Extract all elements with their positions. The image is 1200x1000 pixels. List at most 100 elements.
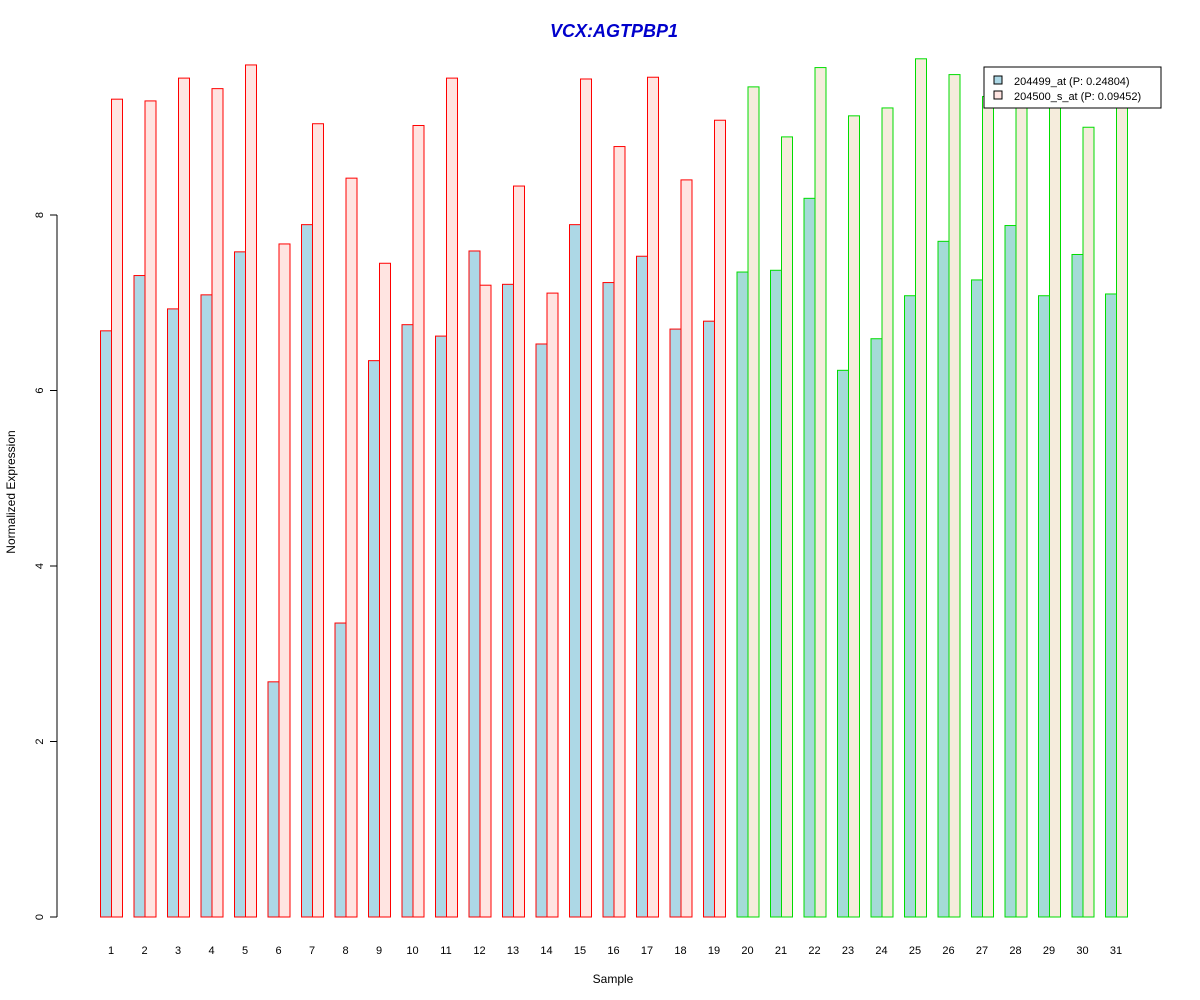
bar-series-2-sample-15 xyxy=(580,78,592,918)
bar-series-1-sample-13 xyxy=(502,283,514,918)
x-axis-tick-label: 23 xyxy=(842,945,854,957)
bar-series-2-sample-1 xyxy=(111,98,123,918)
x-axis-tick-label: 25 xyxy=(909,945,921,957)
bar-series-1-sample-27 xyxy=(971,279,983,918)
bar-series-1-sample-5 xyxy=(234,251,246,918)
x-axis-tick-labels: 1 2 3 4 5 6 7 8 9 10 11 12 13 14 15 16 17 18 19 20 21 22 23 24 2… xyxy=(108,945,1122,957)
x-axis-tick-label: 24 xyxy=(875,945,887,957)
bar-series-1-sample-30 xyxy=(1071,253,1084,918)
bar-series-2-sample-3 xyxy=(178,77,190,918)
bar-series-2-sample-30 xyxy=(1082,126,1095,918)
bar-series-1-sample-9 xyxy=(368,360,380,918)
bar-series-2-sample-21 xyxy=(781,136,793,918)
bar-series-2-sample-18 xyxy=(680,179,693,918)
bars-layer xyxy=(100,58,1128,918)
x-axis-tick-label: 31 xyxy=(1110,945,1122,957)
x-axis-tick-label: 30 xyxy=(1076,945,1088,957)
bar-series-1-sample-4 xyxy=(200,294,213,918)
y-axis-label: Normalized Expression xyxy=(4,430,18,553)
chart-title: VCX:AGTPBP1 xyxy=(550,21,678,41)
x-axis-tick-label: 4 xyxy=(208,945,214,957)
bar-series-1-sample-19 xyxy=(703,320,715,918)
bar-series-2-sample-13 xyxy=(513,185,525,918)
x-axis-tick-label: 20 xyxy=(741,945,753,957)
y-axis: 0 2 4 6 8 xyxy=(34,212,58,920)
bar-series-2-sample-27 xyxy=(982,96,994,918)
bar-series-1-sample-6 xyxy=(267,681,280,918)
x-axis-tick-label: 22 xyxy=(808,945,820,957)
bar-series-1-sample-15 xyxy=(569,224,581,918)
bar-series-2-sample-26 xyxy=(948,74,961,918)
bar-series-1-sample-8 xyxy=(334,622,347,918)
bar-series-2-sample-24 xyxy=(881,107,894,918)
x-axis-tick-label: 19 xyxy=(708,945,720,957)
x-axis-tick-label: 16 xyxy=(607,945,619,957)
y-axis-tick-label: 0 xyxy=(34,914,46,920)
bar-series-1-sample-21 xyxy=(770,269,782,918)
bar-series-2-sample-11 xyxy=(446,77,458,918)
x-axis-tick-label: 1 xyxy=(108,945,114,957)
x-axis-tick-label: 17 xyxy=(641,945,653,957)
bar-series-2-sample-6 xyxy=(278,243,291,918)
bar-series-1-sample-17 xyxy=(636,255,648,918)
legend-swatch-series-2 xyxy=(993,90,1003,100)
bar-series-2-sample-17 xyxy=(647,76,659,918)
legend-label-series-1: 204499_at (P: 0.24804) xyxy=(1014,76,1130,88)
y-axis-tick-label: 6 xyxy=(34,387,46,393)
x-axis-tick-label: 28 xyxy=(1009,945,1021,957)
bar-series-2-sample-10 xyxy=(412,124,425,918)
legend: 204499_at (P: 0.24804) 204500_s_at (P: 0… xyxy=(983,66,1162,109)
x-axis-tick-label: 8 xyxy=(342,945,348,957)
x-axis-tick-label: 29 xyxy=(1043,945,1055,957)
y-axis-tick-label: 4 xyxy=(34,563,46,569)
bar-series-1-sample-18 xyxy=(669,328,682,918)
bar-series-1-sample-1 xyxy=(100,330,112,918)
bar-series-1-sample-7 xyxy=(301,224,313,918)
x-axis-tick-label: 6 xyxy=(275,945,281,957)
x-axis-tick-label: 7 xyxy=(309,945,315,957)
x-axis-tick-label: 14 xyxy=(540,945,552,957)
bar-series-2-sample-5 xyxy=(245,64,257,918)
bar-series-2-sample-25 xyxy=(915,58,927,918)
bar-series-1-sample-29 xyxy=(1038,295,1050,918)
x-axis-tick-label: 13 xyxy=(507,945,519,957)
x-axis-tick-label: 5 xyxy=(242,945,248,957)
bar-series-2-sample-22 xyxy=(814,67,827,918)
bar-series-1-sample-22 xyxy=(803,197,816,918)
x-axis-tick-label: 21 xyxy=(775,945,787,957)
bar-series-1-sample-28 xyxy=(1004,225,1017,918)
bar-series-2-sample-14 xyxy=(546,292,559,918)
bar-series-1-sample-26 xyxy=(937,240,950,918)
bar-series-1-sample-23 xyxy=(837,369,849,918)
y-axis-tick-label: 2 xyxy=(34,738,46,744)
bar-series-1-sample-3 xyxy=(167,308,179,918)
x-axis-tick-label: 26 xyxy=(942,945,954,957)
bar-series-2-sample-8 xyxy=(345,177,358,918)
bar-series-1-sample-14 xyxy=(535,343,548,918)
bar-series-2-sample-7 xyxy=(312,123,324,918)
bar-series-2-sample-12 xyxy=(479,284,492,918)
bar-series-2-sample-20 xyxy=(747,86,760,918)
legend-swatch-series-1 xyxy=(993,75,1003,85)
x-axis-tick-label: 18 xyxy=(674,945,686,957)
bar-series-2-sample-31 xyxy=(1116,100,1128,918)
x-axis-label: Sample xyxy=(593,972,634,986)
bar-series-2-sample-28 xyxy=(1015,100,1028,918)
x-axis-tick-label: 27 xyxy=(976,945,988,957)
bar-series-2-sample-29 xyxy=(1049,100,1061,918)
bar-series-1-sample-24 xyxy=(870,338,883,918)
y-axis-tick-label: 8 xyxy=(34,212,46,218)
bar-series-1-sample-2 xyxy=(133,275,146,918)
bar-series-2-sample-19 xyxy=(714,119,726,918)
x-axis-tick-label: 2 xyxy=(141,945,147,957)
x-axis-tick-label: 12 xyxy=(473,945,485,957)
x-axis-tick-label: 15 xyxy=(574,945,586,957)
bar-series-1-sample-11 xyxy=(435,335,447,918)
x-axis-tick-label: 3 xyxy=(175,945,181,957)
bar-series-1-sample-25 xyxy=(904,295,916,918)
bar-series-1-sample-31 xyxy=(1105,293,1117,918)
bar-series-2-sample-4 xyxy=(211,88,224,918)
x-axis-tick-label: 10 xyxy=(406,945,418,957)
bar-series-1-sample-12 xyxy=(468,250,481,918)
